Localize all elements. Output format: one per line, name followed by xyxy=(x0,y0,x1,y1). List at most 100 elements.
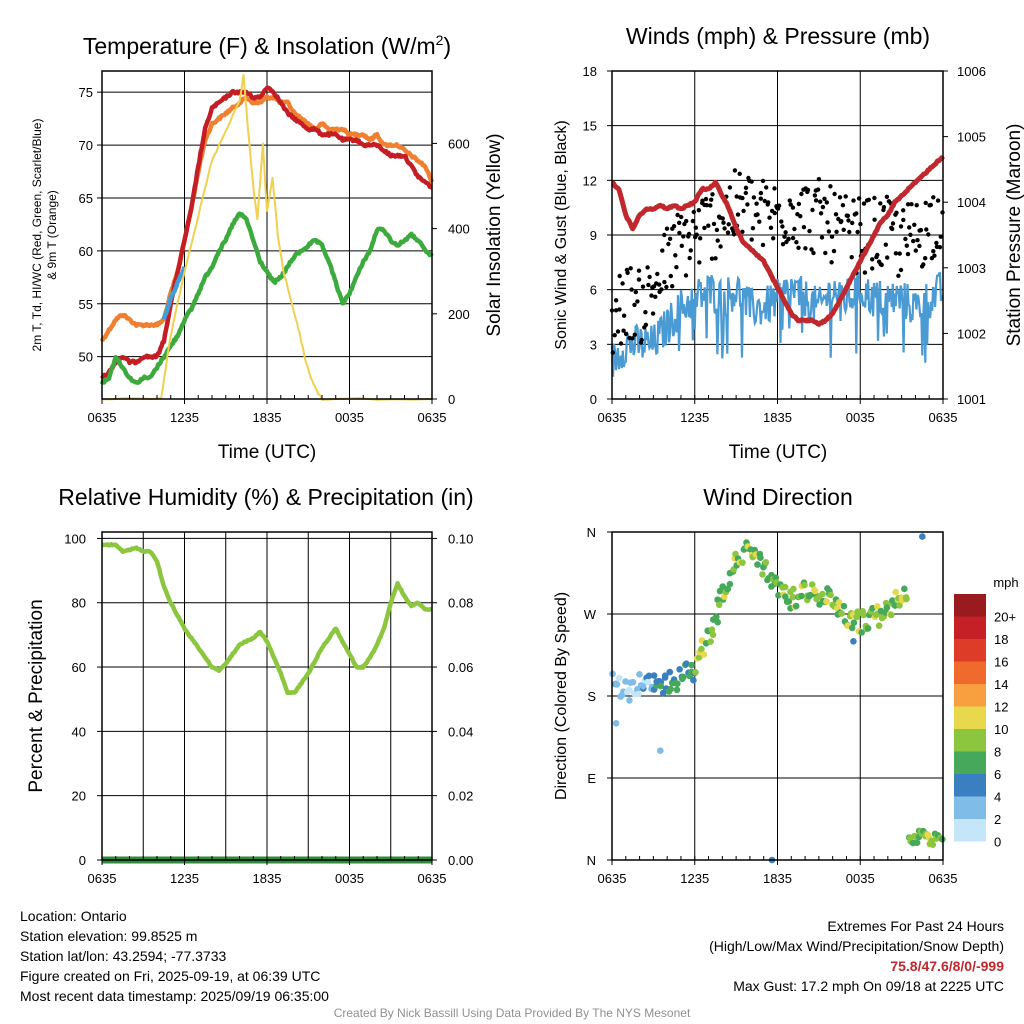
y-tick-label: 0 xyxy=(590,392,597,407)
direction-point xyxy=(781,583,789,591)
gust-point xyxy=(643,322,649,327)
colorbar-swatch xyxy=(954,819,986,842)
gust-point xyxy=(826,229,832,234)
y-right-tick-label: 1006 xyxy=(957,64,986,79)
gust-point xyxy=(762,198,767,204)
gust-point xyxy=(792,226,797,232)
y-right-tick-label: 0 xyxy=(448,392,455,407)
y-right-tick-label: 600 xyxy=(448,136,470,151)
gust-point xyxy=(625,270,630,275)
gust-point xyxy=(824,200,829,205)
gust-point xyxy=(709,197,714,202)
gust-point xyxy=(878,201,883,206)
gust-point xyxy=(810,207,815,213)
gust-point xyxy=(700,198,705,203)
x-tick-label: 0035 xyxy=(846,410,875,425)
gust-point xyxy=(845,213,851,218)
location-text: Location: Ontario xyxy=(20,908,127,924)
gust-point xyxy=(915,238,920,243)
gust-point xyxy=(932,253,937,258)
gust-point xyxy=(754,201,759,206)
direction-point xyxy=(695,654,703,661)
direction-point xyxy=(782,593,789,600)
gust-point xyxy=(646,282,651,288)
gust-point xyxy=(662,232,667,238)
gust-point xyxy=(623,331,629,337)
gust-point xyxy=(912,222,917,227)
colorbar-label: 14 xyxy=(994,677,1008,692)
gust-point xyxy=(843,194,848,199)
colorbar-swatch xyxy=(954,594,986,617)
gust-point xyxy=(721,220,726,225)
gust-point xyxy=(613,298,619,303)
direction-point xyxy=(657,682,665,690)
gust-point xyxy=(879,262,884,268)
gust-point xyxy=(706,223,711,228)
colorbar-swatch xyxy=(954,616,986,639)
gust-point xyxy=(760,178,766,184)
direction-point xyxy=(700,651,708,658)
x-tick-label: 1835 xyxy=(253,410,282,425)
gust-point xyxy=(881,205,887,210)
gust-point xyxy=(696,208,701,213)
gust-point xyxy=(612,333,617,338)
gust-point xyxy=(659,287,664,292)
gust-point xyxy=(711,221,717,227)
gust-point xyxy=(704,203,709,208)
direction-point xyxy=(850,638,857,645)
gust-point xyxy=(690,218,696,224)
gust-point xyxy=(780,224,785,229)
gust-point xyxy=(931,249,936,254)
gust-point xyxy=(811,250,816,256)
colorbar-label: 8 xyxy=(994,744,1001,759)
gust-point xyxy=(938,234,943,239)
gust-point xyxy=(675,212,680,218)
humidity-line xyxy=(100,542,434,696)
gust-point xyxy=(628,266,633,271)
gust-point xyxy=(872,195,877,201)
gust-point xyxy=(779,219,784,224)
x-tick-label: 0635 xyxy=(418,871,447,886)
gust-point xyxy=(858,221,863,227)
gust-point xyxy=(718,244,723,249)
direction-point xyxy=(785,598,793,605)
winds-chart-title: Winds (mph) & Pressure (mb) xyxy=(626,23,930,49)
gust-point xyxy=(822,196,827,201)
gust-point xyxy=(924,227,929,232)
gust-point xyxy=(796,201,802,207)
colorbar-label: 6 xyxy=(994,767,1001,782)
gust-point xyxy=(937,245,943,250)
x-tick-label: 0635 xyxy=(88,410,117,425)
gust-point xyxy=(640,284,646,289)
direction-point xyxy=(707,638,714,645)
direction-point xyxy=(613,681,621,688)
gust-point xyxy=(621,328,626,333)
gust-point xyxy=(809,247,814,252)
gust-point xyxy=(715,238,720,243)
gust-point xyxy=(799,191,804,197)
gust-point xyxy=(856,196,862,201)
gust-point xyxy=(618,341,624,346)
direction-point xyxy=(789,593,797,601)
direction-point xyxy=(811,587,819,595)
gust-point xyxy=(883,242,888,247)
gust-point xyxy=(702,225,707,231)
colorbar-label: 2 xyxy=(994,812,1001,827)
gust-point xyxy=(818,199,823,204)
gust-point xyxy=(851,198,856,203)
direction-point xyxy=(615,674,623,682)
gust-point xyxy=(664,226,670,231)
direction-point xyxy=(850,619,858,626)
direction-point xyxy=(639,682,647,690)
direction-point xyxy=(674,680,681,687)
gust-point xyxy=(904,243,909,248)
gust-point xyxy=(677,220,682,225)
gust-point xyxy=(633,289,638,295)
gust-point xyxy=(872,217,877,222)
gust-point xyxy=(923,200,928,206)
direction-point xyxy=(808,581,816,588)
temp-y-label-1: 2m T, Td, HI/WC (Red, Green, Scarlet/Blu… xyxy=(30,119,44,352)
y-tick-label: 70 xyxy=(79,138,93,153)
direction-point xyxy=(762,559,770,566)
